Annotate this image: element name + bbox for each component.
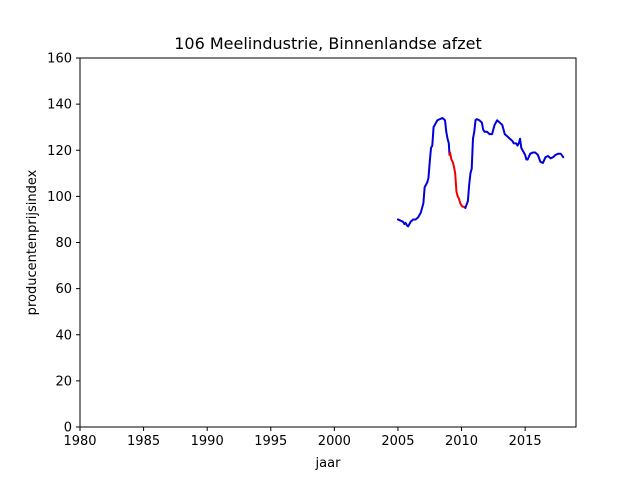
- y-tick-label: 80: [55, 236, 72, 251]
- series-layer: [396, 116, 565, 228]
- x-tick-label: 2015: [509, 434, 542, 449]
- series-line-1: [396, 116, 451, 228]
- series-line-2: [448, 151, 467, 209]
- x-tick-label: 1995: [254, 434, 287, 449]
- y-tick-label: 40: [55, 328, 72, 343]
- x-tick-label: 2005: [381, 434, 414, 449]
- y-tick-label: 120: [47, 144, 72, 159]
- x-axis-label: jaar: [315, 456, 342, 471]
- x-tick-label: 2000: [318, 434, 351, 449]
- chart-title: 106 Meelindustrie, Binnenlandse afzet: [174, 34, 482, 53]
- y-tick-label: 140: [47, 98, 72, 113]
- y-tick-label: 100: [47, 190, 72, 205]
- y-tick-label: 0: [64, 421, 72, 436]
- x-tick-label: 2010: [445, 434, 478, 449]
- plot-frame: [79, 57, 577, 428]
- y-axis: 0 20 40 60 80 100 120 140 160: [47, 52, 80, 436]
- series-line-3: [464, 118, 565, 209]
- y-tick-label: 60: [55, 282, 72, 297]
- x-tick-label: 1990: [191, 434, 224, 449]
- x-tick-label: 1985: [127, 434, 160, 449]
- x-axis: 1980 1985 1990 1995 2000 2005 2010 2015: [63, 427, 542, 449]
- x-tick-label: 1980: [63, 434, 96, 449]
- y-axis-label: producentenprijsindex: [25, 169, 40, 315]
- y-tick-label: 20: [55, 374, 72, 389]
- y-tick-label: 160: [47, 52, 72, 67]
